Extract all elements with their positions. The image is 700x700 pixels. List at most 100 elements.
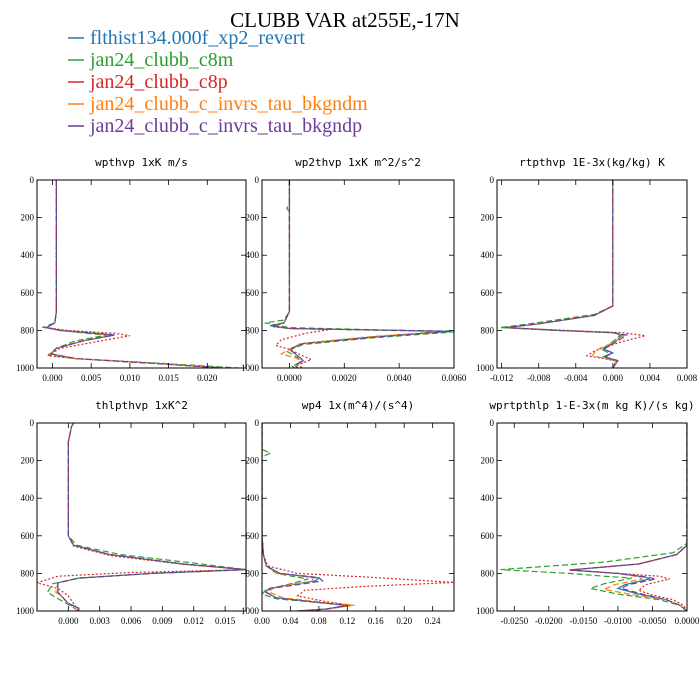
legend: flthist134.000f_xp2_revertjan24_clubb_c8… [68,27,368,137]
series-line-2 [264,180,454,368]
x-tick-label: -0.012 [490,373,513,383]
plot-frame [496,179,688,369]
series-line-3 [272,180,331,368]
legend-entry: jan24_clubb_c_invrs_tau_bkgndp [89,115,362,137]
series-line-1 [57,423,246,611]
series-line-2 [500,423,687,611]
chart-panel-1: wpthvp 1xK m/s 0 200 400 600 800 1000 0.000 0.00… [16,156,247,383]
panel-title: wpthvp 1xK m/s [95,156,188,169]
x-tick-label: 0.04 [283,616,299,626]
x-tick-label: -0.0150 [569,616,597,626]
x-tick-label: 0.24 [425,616,441,626]
x-tick-label: 0.0000 [277,373,302,383]
x-tick-label: 0.010 [120,373,141,383]
y-tick-label: 600 [21,531,35,541]
x-tick-label: 0.0020 [332,373,357,383]
chart-panel-4: thlpthvp 1xK^2 0 200 400 600 800 1000 0.000 0.00… [16,399,247,626]
y-tick-label: 200 [246,213,260,223]
series-line-4 [506,180,626,368]
y-tick-label: 400 [21,493,35,503]
y-tick-label: 800 [246,568,260,578]
y-tick-label: 1000 [241,363,260,373]
x-tick-label: 0.005 [81,373,102,383]
y-tick-label: 0 [255,175,260,185]
y-tick-label: 1000 [241,606,260,616]
series-line-5 [569,423,687,611]
x-tick-label: 0.0000 [675,616,700,626]
y-tick-label: 600 [246,531,260,541]
y-tick-label: 0 [30,175,35,185]
panel-title: wprtpthlp 1-E-3x(m kg K)/(s kg) [489,399,694,412]
series-line-4 [44,180,223,368]
y-tick-label: 400 [21,250,35,260]
panel-title: wp4 1x(m^4)/(s^4) [302,399,415,412]
plot-frame [496,422,688,612]
x-tick-label: -0.0050 [639,616,667,626]
figure-title: CLUBB VAR at255E,-17N [230,8,460,32]
legend-entry: jan24_clubb_c8p [89,71,228,93]
y-tick-label: 200 [481,213,495,223]
x-tick-label: 0.20 [396,616,412,626]
x-tick-label: 0.015 [215,616,236,626]
panel-title: thlpthvp 1xK^2 [95,399,188,412]
y-tick-label: 200 [481,456,495,466]
y-tick-label: 600 [481,531,495,541]
chart-panel-3: rtpthvp 1E-3x(kg/kg) K02004006008001000-… [476,156,698,383]
series-line-5 [44,180,223,368]
y-tick-label: 200 [21,213,35,223]
y-tick-label: 1000 [476,363,495,373]
y-tick-label: 400 [246,250,260,260]
series-line-4 [55,423,246,611]
plot-frame [36,422,247,612]
y-tick-label: 600 [481,288,495,298]
x-tick-label: 0.006 [121,616,142,626]
series-line-1 [44,180,223,368]
series-line-3 [44,180,223,368]
x-tick-label: -0.0250 [500,616,528,626]
x-tick-label: 0.0040 [387,373,412,383]
y-tick-label: 1000 [16,606,35,616]
chart-panel-6: wprtpthlp 1-E-3x(m kg K)/(s kg) 0 200 400 60… [476,399,700,626]
x-tick-label: 0.012 [184,616,204,626]
y-tick-label: 400 [246,493,260,503]
y-tick-label: 0 [30,418,35,428]
y-tick-label: 0 [490,175,495,185]
y-tick-label: 200 [21,456,35,466]
series-line-1 [262,423,348,611]
x-tick-label: -0.004 [564,373,588,383]
legend-entry: jan24_clubb_c8m [89,49,234,71]
chart-panel-2: wp2thvp 1xK m^2/s^2 0 200 400 600 800 1000 0.00… [241,156,467,383]
y-tick-label: 600 [21,288,35,298]
y-tick-label: 600 [246,288,260,298]
series-line-5 [262,423,348,611]
x-tick-label: 0.020 [197,373,218,383]
x-tick-label: -0.0200 [535,616,563,626]
panel-title: rtpthvp 1E-3x(kg/kg) K [519,156,665,169]
panel-title: wp2thvp 1xK m^2/s^2 [295,156,421,169]
x-tick-label: 0.000 [42,373,63,383]
y-tick-label: 800 [21,568,35,578]
x-tick-label: 0.16 [368,616,384,626]
series-line-2 [40,180,239,368]
plot-frame [36,179,247,369]
y-tick-label: 0 [255,418,260,428]
x-tick-label: -0.008 [527,373,551,383]
series-line-5 [506,180,629,368]
series-line-5 [57,423,246,611]
plot-frame [261,179,455,369]
series-line-1 [569,423,687,611]
x-tick-label: 0.000 [58,616,79,626]
y-tick-label: 800 [481,568,495,578]
y-tick-label: 0 [490,418,495,428]
series-line-2 [499,180,622,368]
x-tick-label: 0.015 [158,373,179,383]
x-tick-label: 0.0060 [442,373,467,383]
x-tick-label: 0.08 [311,616,327,626]
series-line-4 [569,423,687,611]
series-line-1 [270,180,449,368]
x-tick-label: 0.004 [640,373,661,383]
x-tick-label: 0.00 [254,616,270,626]
